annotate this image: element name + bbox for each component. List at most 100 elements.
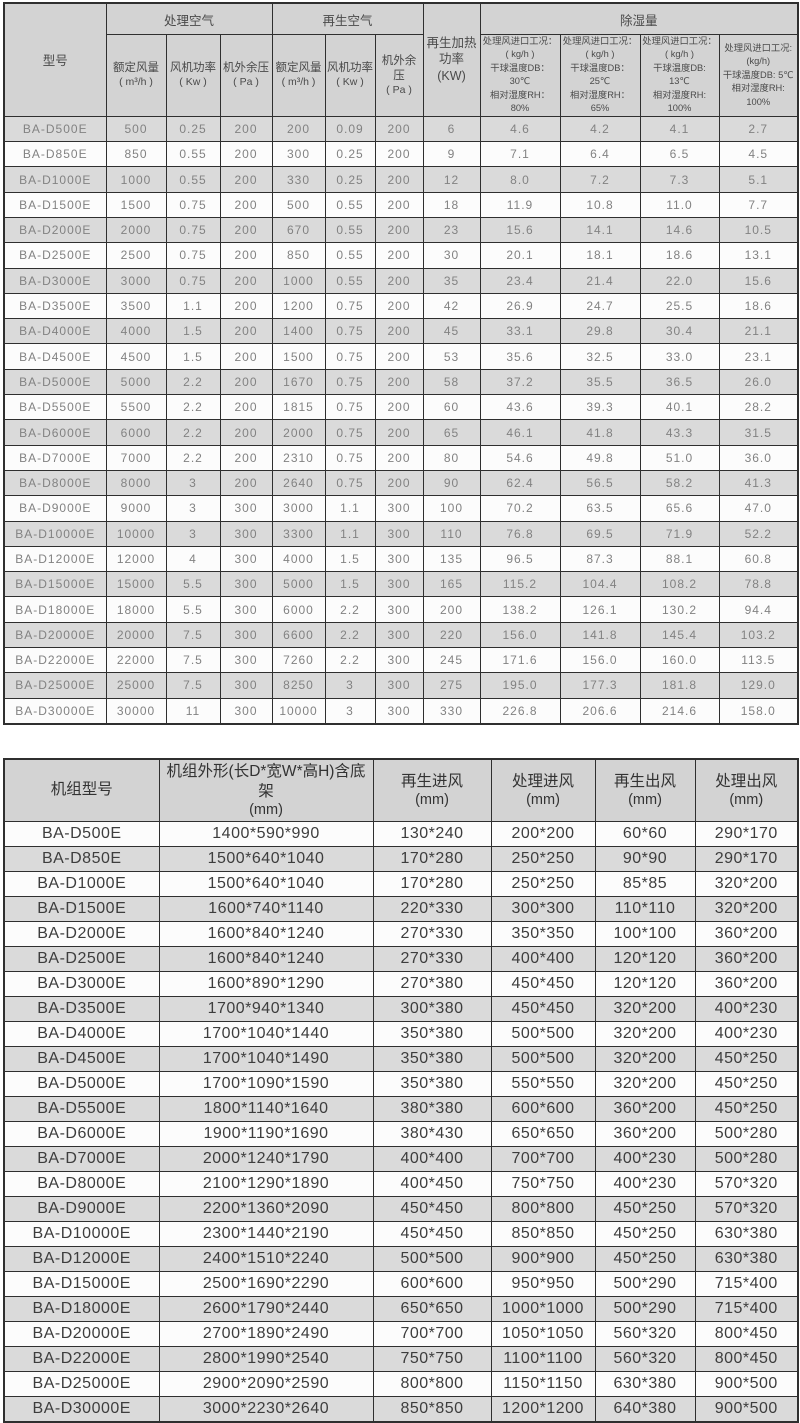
value-cell: 30 (422, 242, 481, 269)
model-cell: BA-D22000E (3, 1345, 160, 1372)
value-cell: 0.75 (165, 267, 221, 294)
value-cell: 3000*2230*2640 (158, 1395, 374, 1423)
value-cell: 3 (324, 697, 376, 725)
value-cell: 6 (422, 115, 481, 143)
value-cell: 750*750 (372, 1345, 492, 1372)
value-cell: 650*650 (372, 1295, 492, 1322)
model-cell: BA-D4500E (3, 1045, 160, 1072)
table-row: BA-D5000E 5000 2.2 200 1670 0.75 200 58 37.2 35.5… (3, 368, 799, 396)
value-cell: 2000 (271, 419, 326, 446)
value-cell: 18000 (105, 596, 167, 623)
value-cell: 320*200 (594, 1020, 696, 1047)
value-cell: 90*90 (594, 845, 696, 872)
value-cell: 62.4 (479, 469, 561, 497)
value-cell: 58.2 (639, 469, 720, 497)
table-row: BA-D3000E 3000 0.75 200 1000 0.55 200 35 23.4 21.… (3, 267, 799, 294)
value-cell: 156.0 (479, 621, 561, 649)
value-cell: 200 (219, 141, 273, 168)
value-cell: 2900*2090*2590 (158, 1370, 374, 1397)
value-cell: 300 (271, 141, 326, 168)
value-cell: 250*250 (490, 870, 596, 897)
value-cell: 200 (374, 343, 424, 370)
subcol-unit: ( m³/h ) (281, 76, 316, 89)
value-cell: 450*450 (372, 1195, 492, 1222)
value-cell: 5.5 (165, 596, 221, 623)
value-cell: 2.7 (718, 115, 799, 143)
value-cell: 300 (219, 697, 273, 725)
value-cell: 181.8 (639, 672, 720, 699)
value-cell: 1600*740*1140 (158, 895, 374, 922)
value-cell: 0.75 (165, 216, 221, 244)
value-cell: 2600*1790*2440 (158, 1295, 374, 1322)
table-row: BA-D2500E 1600*840*1240 270*330 400*400 120*… (3, 945, 799, 972)
value-cell: 270*330 (372, 945, 492, 972)
value-cell: 43.3 (639, 419, 720, 446)
value-cell: 29.8 (559, 318, 641, 345)
subcol-unit: ( m³/h ) (119, 76, 153, 89)
value-cell: 138.2 (479, 596, 561, 623)
value-cell: 2800*1990*2540 (158, 1345, 374, 1372)
value-cell: 2100*1290*1890 (158, 1170, 374, 1197)
model-cell: BA-D22000E (3, 647, 107, 674)
model-cell: BA-D5000E (3, 368, 107, 396)
value-cell: 104.4 (559, 571, 641, 598)
value-cell: 200 (219, 242, 273, 269)
value-cell: 200 (219, 444, 273, 471)
value-cell: 52.2 (718, 520, 799, 547)
table-row: BA-D4500E 4500 1.5 200 1500 0.75 200 53 35.6 32.5… (3, 343, 799, 370)
value-cell: 200 (374, 242, 424, 269)
value-cell: 0.75 (324, 469, 376, 497)
value-cell: 200 (219, 469, 273, 497)
value-cell: 2000 (105, 216, 167, 244)
value-cell: 4.1 (639, 115, 720, 143)
value-cell: 30000 (105, 697, 167, 725)
value-cell: 43.6 (479, 394, 561, 421)
value-cell: 5.1 (718, 166, 799, 193)
value-cell: 200 (219, 419, 273, 446)
value-cell: 5.5 (165, 571, 221, 598)
inlet-condition-header-13c-100rh: 处理风进口工况： ( kg/h ) 干球温度DB: 13℃ 相对湿度RH: 10… (639, 34, 720, 117)
table-row: BA-D1000E 1500*640*1040 170*280 250*250 85*8… (3, 870, 799, 897)
value-cell: 570*320 (694, 1195, 799, 1222)
value-cell: 350*380 (372, 1070, 492, 1097)
value-cell: 360*200 (594, 1120, 696, 1147)
value-cell: 65.6 (639, 495, 720, 522)
value-cell: 400*400 (490, 945, 596, 972)
value-cell: 69.5 (559, 520, 641, 547)
model-cell: BA-D1000E (3, 870, 160, 897)
value-cell: 290*170 (694, 820, 799, 847)
model-cell: BA-D18000E (3, 1295, 160, 1322)
value-cell: 9 (422, 141, 481, 168)
value-cell: 1000 (271, 267, 326, 294)
value-cell: 5500 (105, 394, 167, 421)
value-cell: 0.25 (324, 141, 376, 168)
value-cell: 23 (422, 216, 481, 244)
dim-col-unit: (mm) (628, 791, 662, 808)
process-inlet-header: 处理进风 (mm) (490, 758, 596, 822)
table-row: BA-D5000E 1700*1090*1590 350*380 550*550 320… (3, 1070, 799, 1097)
value-cell: 120*120 (594, 970, 696, 997)
value-cell: 850 (105, 141, 167, 168)
value-cell: 200 (374, 292, 424, 320)
value-cell: 1.5 (324, 571, 376, 598)
table-row: BA-D12000E 12000 4 300 4000 1.5 300 135 96.5 87.3… (3, 545, 799, 573)
value-cell: 156.0 (559, 647, 641, 674)
table-row: BA-D1500E 1600*740*1140 220*330 300*300 110*… (3, 895, 799, 922)
value-cell: 700*700 (490, 1145, 596, 1172)
value-cell: 100 (422, 495, 481, 522)
value-cell: 300 (374, 672, 424, 699)
value-cell: 270*330 (372, 920, 492, 947)
dimensions-table-body: BA-D500E 1400*590*990 130*240 200*200 60*60 2… (3, 820, 799, 1423)
value-cell: 7.5 (165, 621, 221, 649)
value-cell: 4000 (271, 545, 326, 573)
subcol-label: 机外余压 (381, 54, 417, 82)
value-cell: 0.75 (165, 191, 221, 219)
value-cell: 400*450 (372, 1170, 492, 1197)
value-cell: 550*550 (490, 1070, 596, 1097)
value-cell: 275 (422, 672, 481, 699)
value-cell: 23.4 (479, 267, 561, 294)
value-cell: 300 (374, 697, 424, 725)
value-cell: 900*500 (694, 1395, 799, 1423)
value-cell: 11 (165, 697, 221, 725)
table-row: BA-D22000E 2800*1990*2540 750*750 1100*1100… (3, 1345, 799, 1372)
